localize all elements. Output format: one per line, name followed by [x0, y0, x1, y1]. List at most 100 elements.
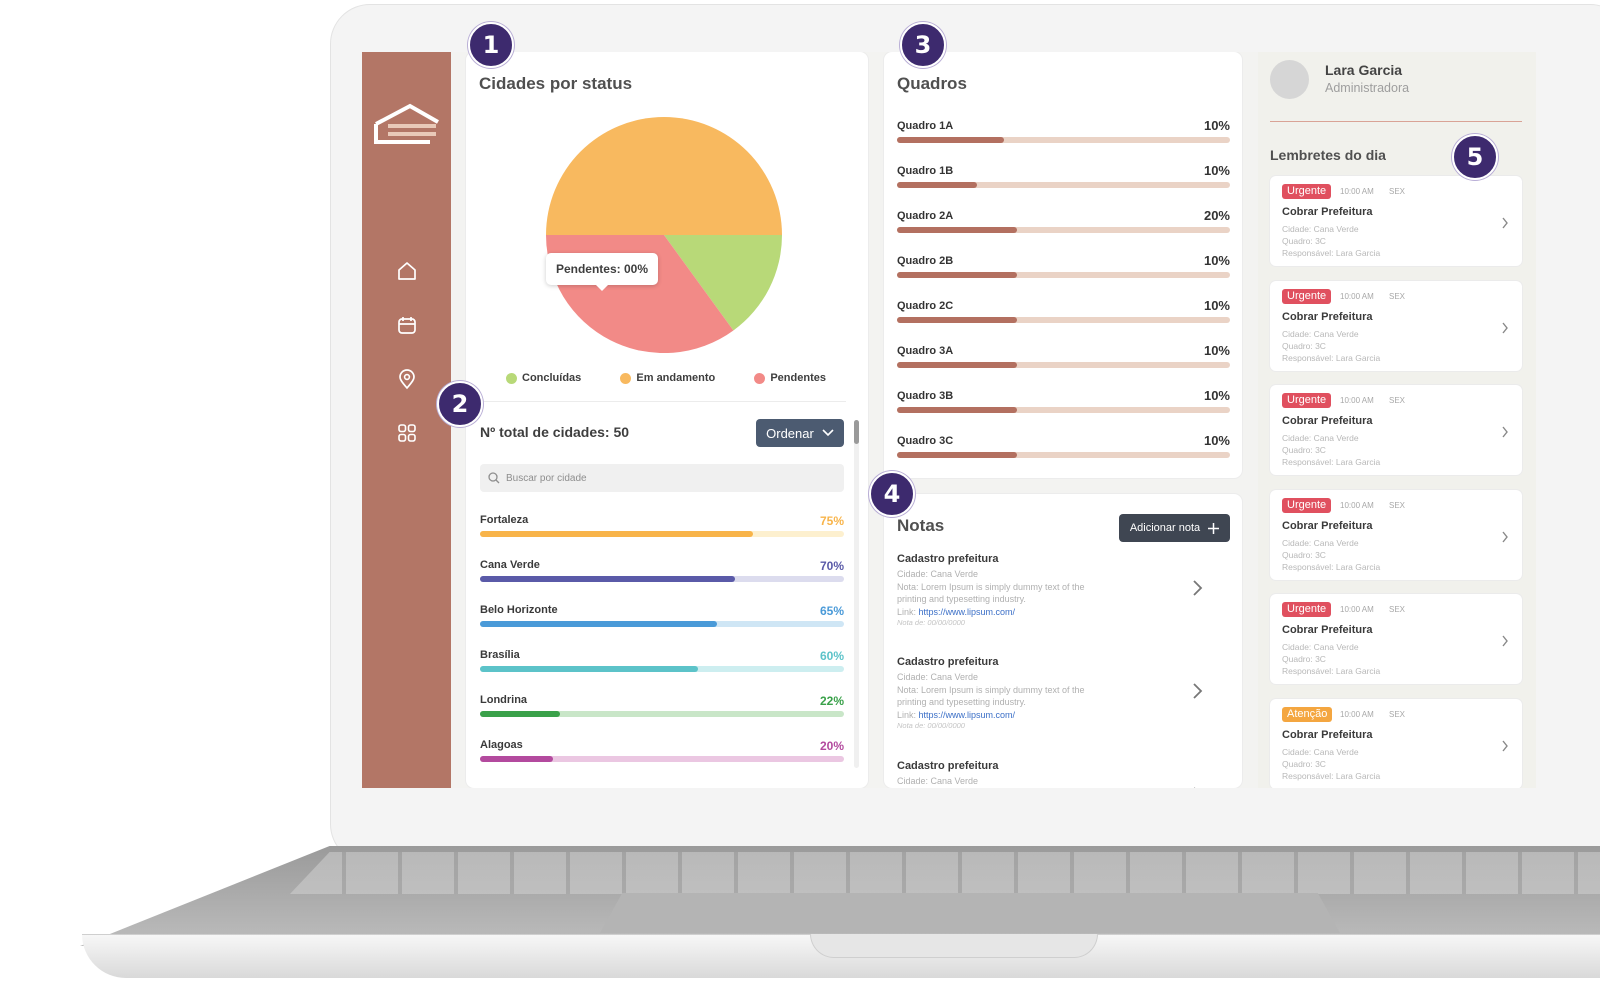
- reminder-card[interactable]: Urgente 10:00 AM SEX Cobrar Prefeitura Cidad…: [1270, 489, 1522, 580]
- chevron-right-icon[interactable]: [1501, 321, 1509, 333]
- city-row[interactable]: Belo Horizonte 65%: [480, 604, 844, 634]
- pie-slice-concluidas: [664, 235, 782, 331]
- reminder-title: Cobrar Prefeitura: [1282, 728, 1373, 741]
- laptop-notch: [810, 934, 1098, 958]
- note-city: Cidade: Cana Verde: [897, 569, 979, 579]
- quadro-progress-track: [897, 452, 1230, 458]
- reminder-title: Cobrar Prefeitura: [1282, 206, 1373, 218]
- quadro-name: Quadro 2B: [897, 255, 954, 267]
- city-row[interactable]: Brasília 60%: [480, 649, 844, 679]
- laptop-trackpad: [600, 893, 1340, 933]
- city-row[interactable]: Cana Verde 70%: [480, 559, 844, 589]
- quadro-row[interactable]: Quadro 2B 10%: [897, 253, 1230, 285]
- reminder-quadro: Quadro: 3C: [1282, 340, 1326, 351]
- chevron-right-icon[interactable]: [1501, 739, 1509, 751]
- city-progress-fill: [480, 756, 553, 762]
- note-item[interactable]: Cadastro prefeitura Cidade: Cana Verde Not…: [897, 553, 1217, 627]
- sidebar: [362, 52, 451, 788]
- city-search-input[interactable]: Buscar por cidade: [480, 464, 844, 492]
- avatar[interactable]: [1270, 60, 1309, 99]
- reminder-card[interactable]: Urgente 10:00 AM SEX Cobrar Prefeitura Cidad…: [1270, 594, 1522, 684]
- status-pie-chart[interactable]: [546, 117, 782, 353]
- location-pin-icon[interactable]: [396, 368, 418, 390]
- reminder-card[interactable]: Urgente 10:00 AM SEX Cobrar Prefeitura Cidad…: [1270, 176, 1522, 266]
- reminder-day: SEX: [1389, 291, 1406, 301]
- note-city: Cidade: Cana Verde: [897, 672, 979, 682]
- cities-scrollbar[interactable]: [854, 420, 859, 768]
- city-progress-fill: [480, 621, 717, 627]
- chevron-right-icon[interactable]: [1501, 425, 1509, 438]
- pie-slice-em-andamento: [546, 117, 782, 235]
- reminder-time: 10:00 AM: [1340, 291, 1374, 301]
- city-progress-fill: [480, 531, 753, 537]
- quadro-row[interactable]: Quadro 3B 10%: [897, 388, 1230, 420]
- city-progress-track: [480, 576, 844, 582]
- status-badge: Urgente: [1282, 497, 1332, 513]
- city-progress-track: [480, 666, 844, 672]
- chevron-right-icon[interactable]: [1192, 786, 1204, 788]
- chevron-right-icon[interactable]: [1501, 530, 1509, 542]
- city-progress-fill: [480, 666, 699, 672]
- reminder-owner: Responsável: Lara Garcia: [1282, 457, 1381, 467]
- quadro-row[interactable]: Quadro 3A 10%: [897, 343, 1230, 375]
- reminder-quadro: Quadro: 3C: [1282, 549, 1326, 560]
- logo[interactable]: [372, 102, 442, 148]
- note-item[interactable]: Cadastro prefeitura Cidade: Cana Verde Not…: [897, 656, 1217, 730]
- city-percent: 70%: [819, 559, 844, 573]
- status-badge: Atenção: [1282, 706, 1333, 722]
- reminder-owner: Responsável: Lara Garcia: [1282, 561, 1381, 572]
- city-name: Alagoas: [480, 739, 523, 751]
- order-button[interactable]: Ordenar: [756, 419, 844, 447]
- city-row[interactable]: Londrina 22%: [480, 694, 844, 724]
- city-progress-fill: [480, 711, 561, 717]
- reminder-city: Cidade: Cana Verde: [1282, 746, 1359, 757]
- home-icon[interactable]: [396, 260, 418, 282]
- city-name: Londrina: [480, 694, 528, 706]
- reminder-card[interactable]: Urgente 10:00 AM SEX Cobrar Prefeitura Cidad…: [1270, 280, 1522, 371]
- calendar-icon[interactable]: [396, 314, 418, 336]
- quadro-percent: 10%: [1203, 253, 1230, 268]
- chevron-right-icon[interactable]: [1501, 634, 1509, 647]
- quadro-progress-track: [897, 317, 1230, 323]
- city-name: Fortaleza: [480, 514, 529, 526]
- quadro-row[interactable]: Quadro 3C 10%: [897, 433, 1230, 465]
- divider: [1270, 121, 1522, 122]
- quadros-title: Quadros: [897, 74, 967, 93]
- legend-item-pendentes: Pendentes: [754, 370, 826, 386]
- note-item[interactable]: Cadastro prefeitura Cidade: Cana Verde: [897, 760, 1217, 788]
- reminder-card[interactable]: Urgente 10:00 AM SEX Cobrar Prefeitura Cidad…: [1270, 385, 1522, 475]
- reminder-quadro: Quadro: 3C: [1282, 236, 1326, 246]
- city-row[interactable]: Alagoas 20%: [480, 739, 844, 769]
- quadro-name: Quadro 3A: [897, 345, 954, 357]
- add-note-button[interactable]: Adicionar nota: [1119, 514, 1230, 542]
- reminders-title: Lembretes do dia: [1270, 147, 1386, 163]
- city-row[interactable]: Fortaleza 75%: [480, 514, 844, 544]
- note-date: Nota de: 00/00/0000: [897, 618, 965, 627]
- note-link[interactable]: https://www.lipsum.com/: [918, 709, 1016, 720]
- chevron-right-icon[interactable]: [1192, 682, 1204, 700]
- reminder-card[interactable]: Atenção 10:00 AM SEX Cobrar Prefeitura Cidad…: [1270, 698, 1522, 788]
- quadro-progress-fill: [897, 272, 1017, 278]
- reminder-time: 10:00 AM: [1340, 396, 1374, 405]
- note-title: Cadastro prefeitura: [897, 656, 999, 668]
- quadro-row[interactable]: Quadro 2A 20%: [897, 208, 1230, 240]
- quadro-progress-fill: [897, 227, 1017, 233]
- quadro-row[interactable]: Quadro 1A 10%: [897, 118, 1230, 150]
- quadro-progress-fill: [897, 182, 977, 188]
- reminder-title: Cobrar Prefeitura: [1282, 624, 1373, 636]
- chevron-right-icon[interactable]: [1501, 216, 1509, 229]
- reminder-city: Cidade: Cana Verde: [1282, 642, 1359, 652]
- grid-icon[interactable]: [396, 422, 418, 444]
- quadro-progress-fill: [897, 137, 1004, 143]
- chevron-right-icon[interactable]: [1192, 579, 1204, 597]
- city-name: Belo Horizonte: [480, 604, 558, 616]
- reminder-city: Cidade: Cana Verde: [1282, 537, 1359, 548]
- note-link[interactable]: https://www.lipsum.com/: [918, 606, 1016, 617]
- quadro-row[interactable]: Quadro 1B 10%: [897, 163, 1230, 195]
- reminder-quadro: Quadro: 3C: [1282, 445, 1326, 455]
- note-title: Cadastro prefeitura: [897, 760, 999, 772]
- note-link-line: Link: https://www.lipsum.com/: [897, 606, 1217, 619]
- quadro-row[interactable]: Quadro 2C 10%: [897, 298, 1230, 330]
- reminder-owner: Responsável: Lara Garcia: [1282, 666, 1381, 676]
- search-icon: [488, 472, 500, 484]
